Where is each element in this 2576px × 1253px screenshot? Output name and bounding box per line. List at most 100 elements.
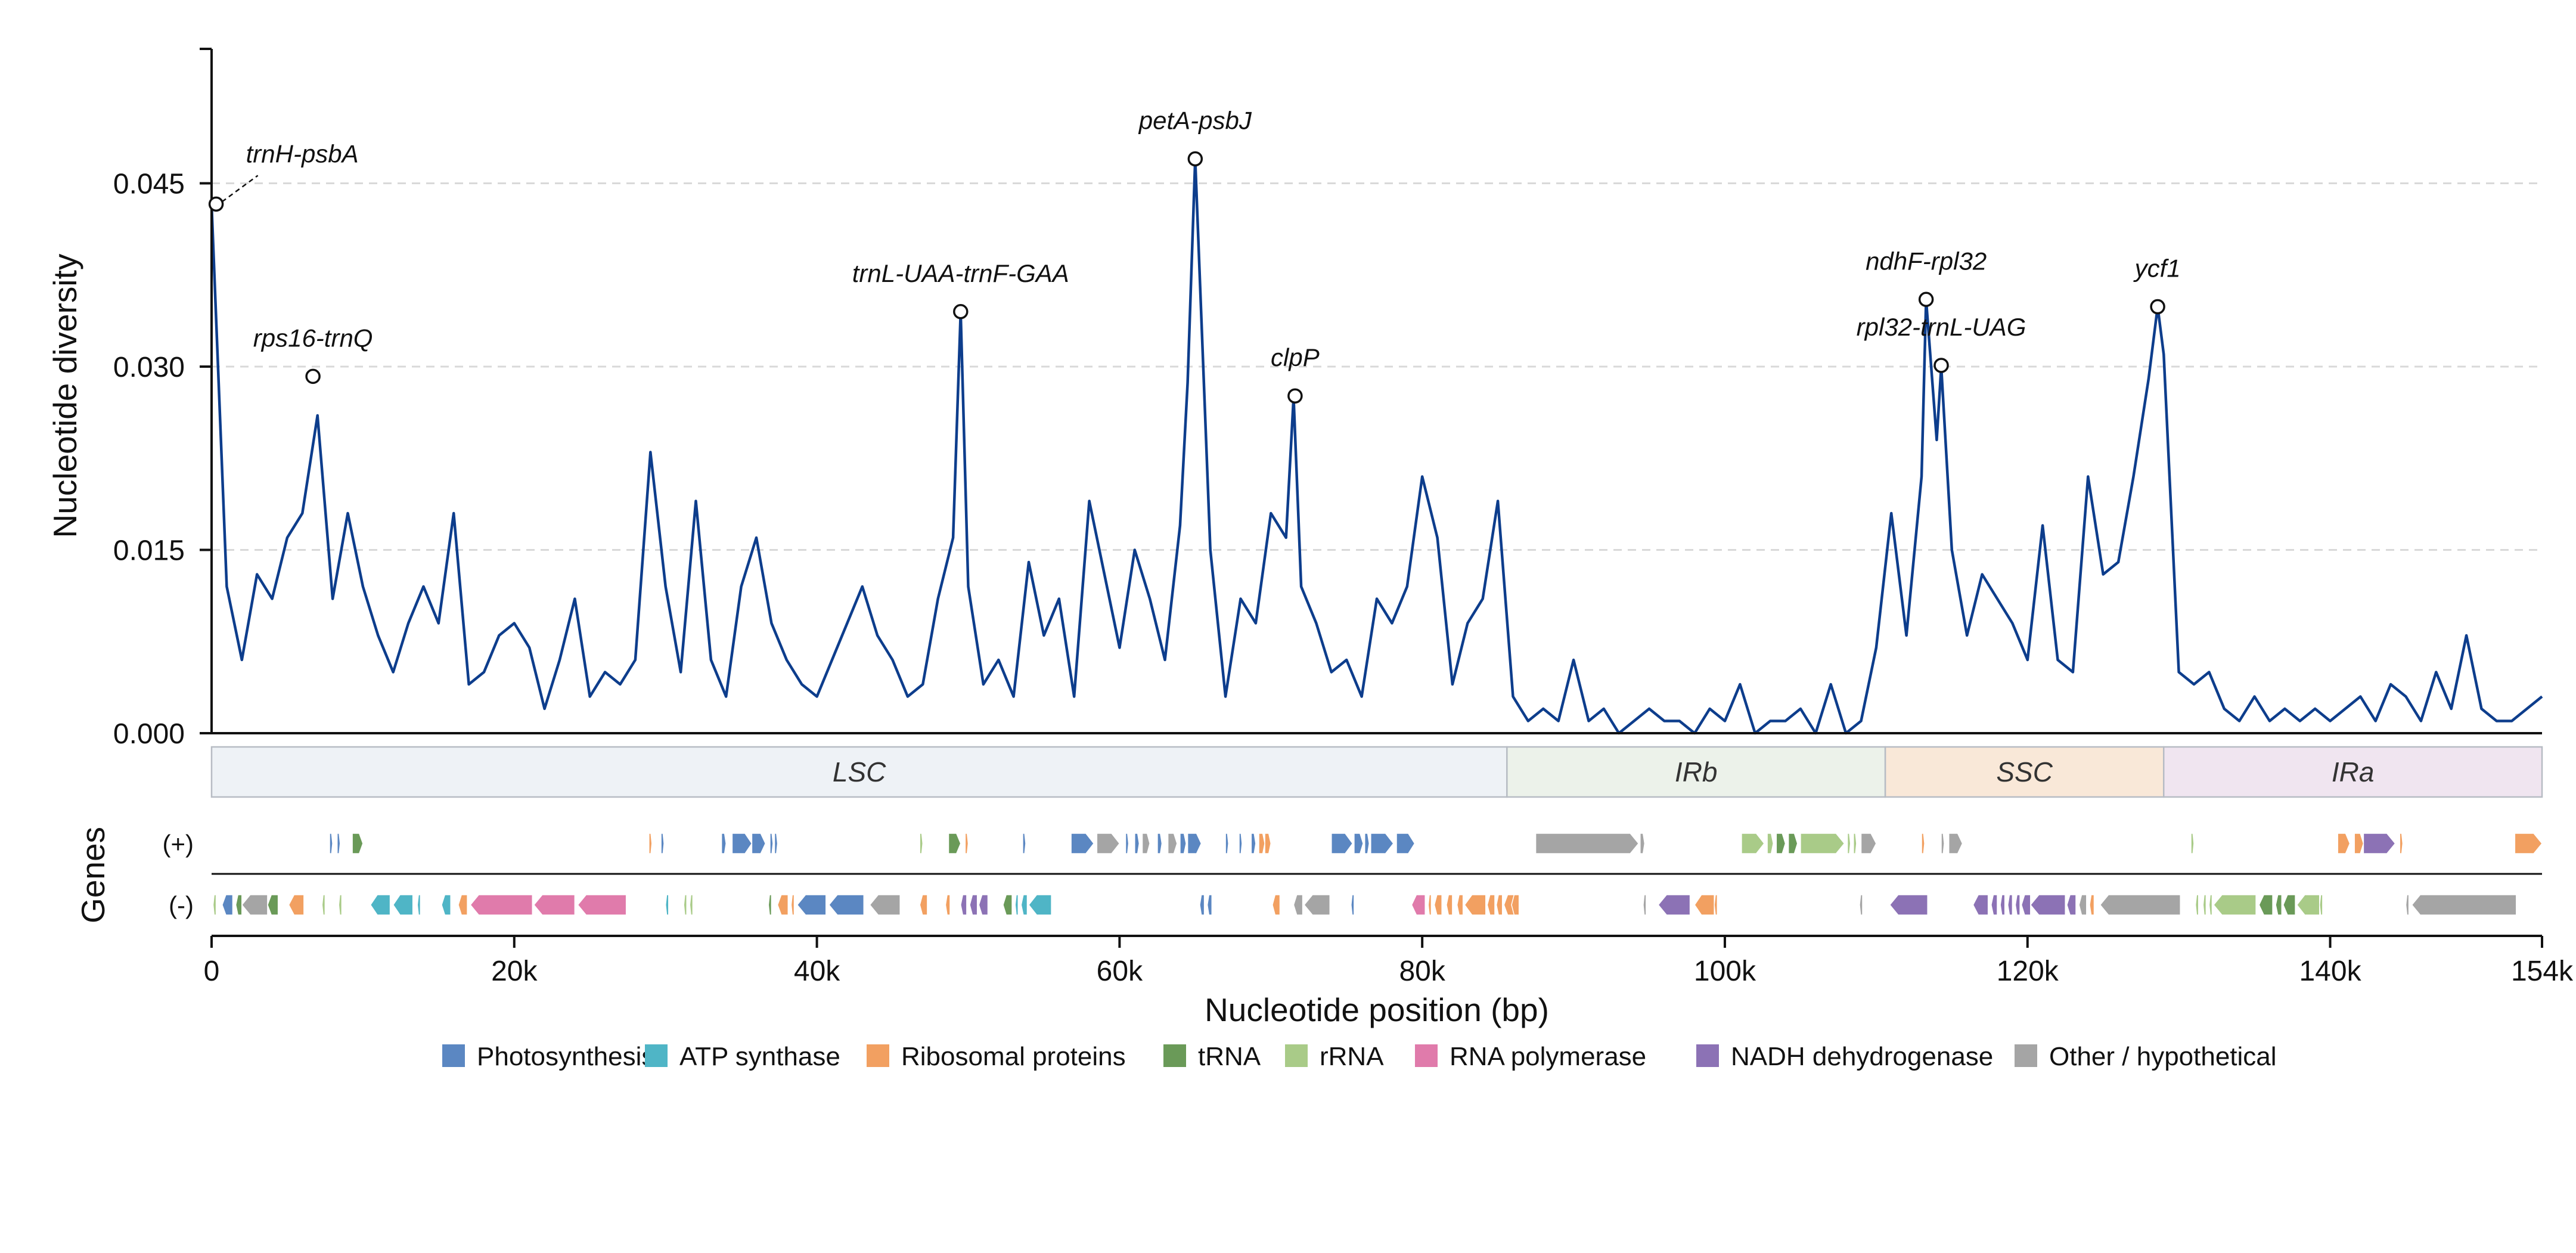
gene-feature [458,894,468,916]
gene-feature [683,894,687,916]
peak-marker [2150,299,2165,315]
gene-feature [2021,894,2031,916]
x-tick-label: 60k [1097,956,1143,987]
gene-feature [1535,833,1640,854]
gene-feature [1800,833,1845,854]
peak-marker [1187,151,1203,167]
gene-feature [1889,894,1928,916]
gene-track: (+) (-) Genes [75,827,2543,937]
gene-feature [960,894,967,916]
legend-label: Photosynthesis [477,1042,654,1071]
legend-label: NADH dehydrogenase [1731,1042,1993,1071]
gene-feature [2258,894,2273,916]
peak-label: petA-psbJ [1138,107,1252,135]
gene-feature [2029,894,2066,916]
gene-feature [417,894,421,916]
gene-feature [1180,833,1187,854]
gene-feature [2399,833,2404,854]
legend-label: Other / hypothetical [2049,1042,2277,1071]
gene-feature [329,833,333,854]
gene-feature [2099,894,2181,916]
gene-feature [1096,833,1121,854]
peak-label: ycf1 [2133,255,2181,283]
legend-swatch [442,1044,465,1067]
region-ssc [1884,746,2165,798]
gene-feature [796,894,827,916]
gene-feature [470,894,533,916]
peak-label: trnL-UAA-trnF-GAA [852,259,1069,287]
gene-feature [1167,833,1178,854]
gene-feature [1511,894,1520,916]
gene-feature [2514,833,2543,854]
gene-feature [1787,833,1798,854]
gene-feature [1846,833,1851,854]
peak-label: rps16-trnQ [253,324,373,352]
strand-label-minus: (-) [169,891,194,919]
gene-feature [577,894,627,916]
gene-feature [1658,894,1691,916]
gene-feature [1022,833,1026,854]
gene-feature [1272,894,1281,916]
gene-feature [2190,833,2195,854]
legend-label: RNA polymerase [1450,1042,1646,1071]
gene-feature [945,894,951,916]
gene-feature [1456,894,1464,916]
gene-feature [1427,894,1432,916]
y-tick-label: 0.030 [113,352,185,383]
gene-feature [2337,833,2351,854]
gene-feature [2007,894,2013,916]
gene-feature [1199,894,1205,916]
legend-swatch [2015,1044,2037,1067]
gene-feature [441,894,451,916]
legend-swatch [1415,1044,1438,1067]
gene-feature [1853,833,1857,854]
gene-feature [1972,894,1989,916]
gene-feature [1643,894,1647,916]
gene-feature [1370,833,1394,854]
axes: 0.000 0.015 0.030 0.045 Nucleotide diversity… [46,48,2574,1028]
gene-feature [338,894,343,916]
gene-feature [1921,833,1925,854]
gene-feature [2319,894,2323,916]
gene-feature [768,894,772,916]
gene-feature [2000,894,2006,916]
gene-feature [1714,894,1718,916]
gene-feature [648,833,653,854]
peak-annotations: trnH-psbA rps16-trnQ trnL-UAA-trnF-GAA petA… [208,107,2181,404]
x-tick-label: 154k [2511,956,2574,987]
region-irb [1506,746,1886,798]
peak-marker [953,304,969,320]
gene-feature [1364,833,1370,854]
peak-label: trnH-psbA [246,139,359,168]
gene-feature [1464,894,1486,916]
x-tick-label: 120k [1997,956,2059,987]
gene-feature [1020,894,1028,916]
region-label: IRa [2332,756,2375,787]
gene-feature [689,894,694,916]
gene-feature [1264,833,1272,854]
gene-feature [919,833,924,854]
gene-feature [1239,833,1243,854]
legend-label: ATP synthase [679,1042,840,1071]
gene-feature [2363,833,2396,854]
legend-swatch [1696,1044,1719,1067]
peak-marker [305,368,321,384]
gene-feature [1125,833,1129,854]
legend-label: Ribosomal proteins [901,1042,1126,1071]
grid-lines [212,182,2542,551]
gene-feature [919,894,928,916]
gene-feature [1206,894,1213,916]
gene-feature [222,894,234,916]
diversity-line-layer [210,157,2543,735]
gene-feature [1446,894,1453,916]
x-tick-label: 0 [204,956,220,987]
gene-feature [828,894,865,916]
peak-label: ndhF-rpl32 [1866,247,1987,275]
gene-feature [665,894,669,916]
legend-swatch [1163,1044,1186,1067]
gene-feature [1070,833,1095,854]
gene-feature [1859,894,1863,916]
gene-feature [1187,833,1202,854]
gene-feature [2066,894,2077,916]
gene-feature [1014,894,1019,916]
